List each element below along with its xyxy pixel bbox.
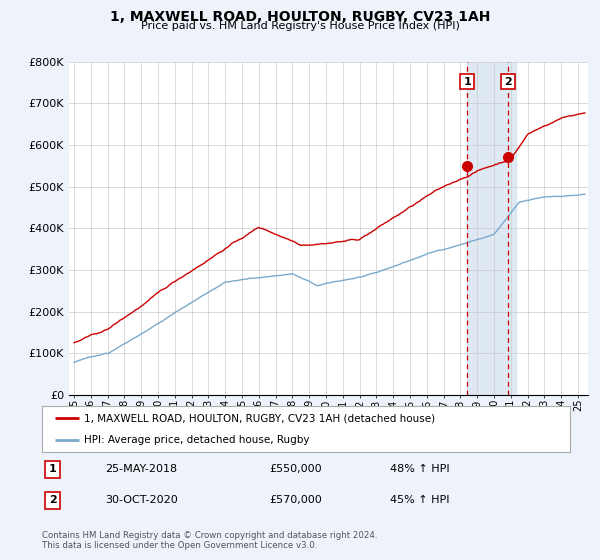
Text: 1: 1 (463, 77, 471, 87)
Text: 1: 1 (49, 464, 56, 474)
Text: 30-OCT-2020: 30-OCT-2020 (106, 496, 178, 506)
Text: Contains HM Land Registry data © Crown copyright and database right 2024.
This d: Contains HM Land Registry data © Crown c… (42, 531, 377, 550)
Text: 2: 2 (504, 77, 512, 87)
Text: 25-MAY-2018: 25-MAY-2018 (106, 464, 178, 474)
Text: 48% ↑ HPI: 48% ↑ HPI (391, 464, 450, 474)
Text: HPI: Average price, detached house, Rugby: HPI: Average price, detached house, Rugb… (84, 435, 310, 445)
Text: Price paid vs. HM Land Registry's House Price Index (HPI): Price paid vs. HM Land Registry's House … (140, 21, 460, 31)
Text: 1, MAXWELL ROAD, HOULTON, RUGBY, CV23 1AH (detached house): 1, MAXWELL ROAD, HOULTON, RUGBY, CV23 1A… (84, 413, 436, 423)
Text: £570,000: £570,000 (269, 496, 322, 506)
Text: 2: 2 (49, 496, 56, 506)
Text: 45% ↑ HPI: 45% ↑ HPI (391, 496, 450, 506)
Text: 1, MAXWELL ROAD, HOULTON, RUGBY, CV23 1AH: 1, MAXWELL ROAD, HOULTON, RUGBY, CV23 1A… (110, 10, 490, 24)
Text: £550,000: £550,000 (269, 464, 322, 474)
Bar (467, 62, 516, 395)
